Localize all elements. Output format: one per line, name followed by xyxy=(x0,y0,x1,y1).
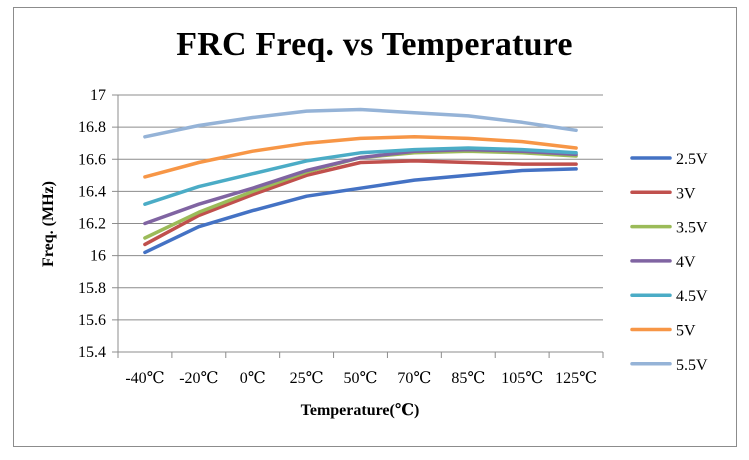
x-tick-label: 70℃ xyxy=(397,370,431,387)
x-tick-label: -40℃ xyxy=(125,370,164,387)
legend-label: 5.5V xyxy=(676,357,708,374)
y-tick-label: 16.8 xyxy=(78,119,106,136)
y-tick-labels: 15.4 15.6 15.8 16 16.2 16.4 16.6 16.8 17 xyxy=(78,87,106,361)
series-line-5V xyxy=(143,135,578,179)
x-tick-label: 0℃ xyxy=(240,370,266,387)
gridlines xyxy=(112,94,604,358)
legend-label: 2.5V xyxy=(676,151,708,168)
y-axis-label: Freq. (MHz) xyxy=(40,181,57,267)
legend-label: 4.5V xyxy=(676,288,708,305)
x-tick-label: 85℃ xyxy=(451,370,485,387)
legend-label: 3V xyxy=(676,185,696,202)
legend-label: 4V xyxy=(676,254,696,271)
y-tick-label: 15.8 xyxy=(78,280,106,297)
x-tick-label: -20℃ xyxy=(179,370,218,387)
y-tick-label: 17 xyxy=(90,87,106,104)
series-line-3V xyxy=(143,159,578,247)
y-tick-label: 15.4 xyxy=(78,344,106,361)
y-tick-label: 15.6 xyxy=(78,312,106,329)
chart-frame xyxy=(13,7,737,447)
x-tick-labels: -40℃ -20℃ 0℃ 25℃ 50℃ 70℃ 85℃ 105℃ 125℃ xyxy=(125,370,597,387)
legend-label: 5V xyxy=(676,323,696,340)
x-tick-label: 25℃ xyxy=(290,370,324,387)
legend-label: 3.5V xyxy=(676,220,708,237)
legend: 2.5V 3V 3.5V 4V 4.5V 5V 5.5V xyxy=(630,151,708,374)
series-lines xyxy=(143,107,578,255)
y-tick-label: 16.2 xyxy=(78,216,106,233)
x-axis-label: Temperature(℃) xyxy=(301,402,420,419)
y-tick-label: 16.4 xyxy=(78,183,106,200)
series-line-4.5V xyxy=(143,146,578,206)
series-line-2.5V xyxy=(143,167,578,255)
series-line-5.5V xyxy=(143,107,578,139)
y-tick-label: 16 xyxy=(90,248,106,265)
x-tick-label: 50℃ xyxy=(344,370,378,387)
y-tick-label: 16.6 xyxy=(78,151,106,168)
chart-title: FRC Freq. vs Temperature xyxy=(176,26,573,63)
axes xyxy=(117,95,603,353)
x-tick-label: 125℃ xyxy=(555,370,597,387)
x-tick-label: 105℃ xyxy=(501,370,543,387)
